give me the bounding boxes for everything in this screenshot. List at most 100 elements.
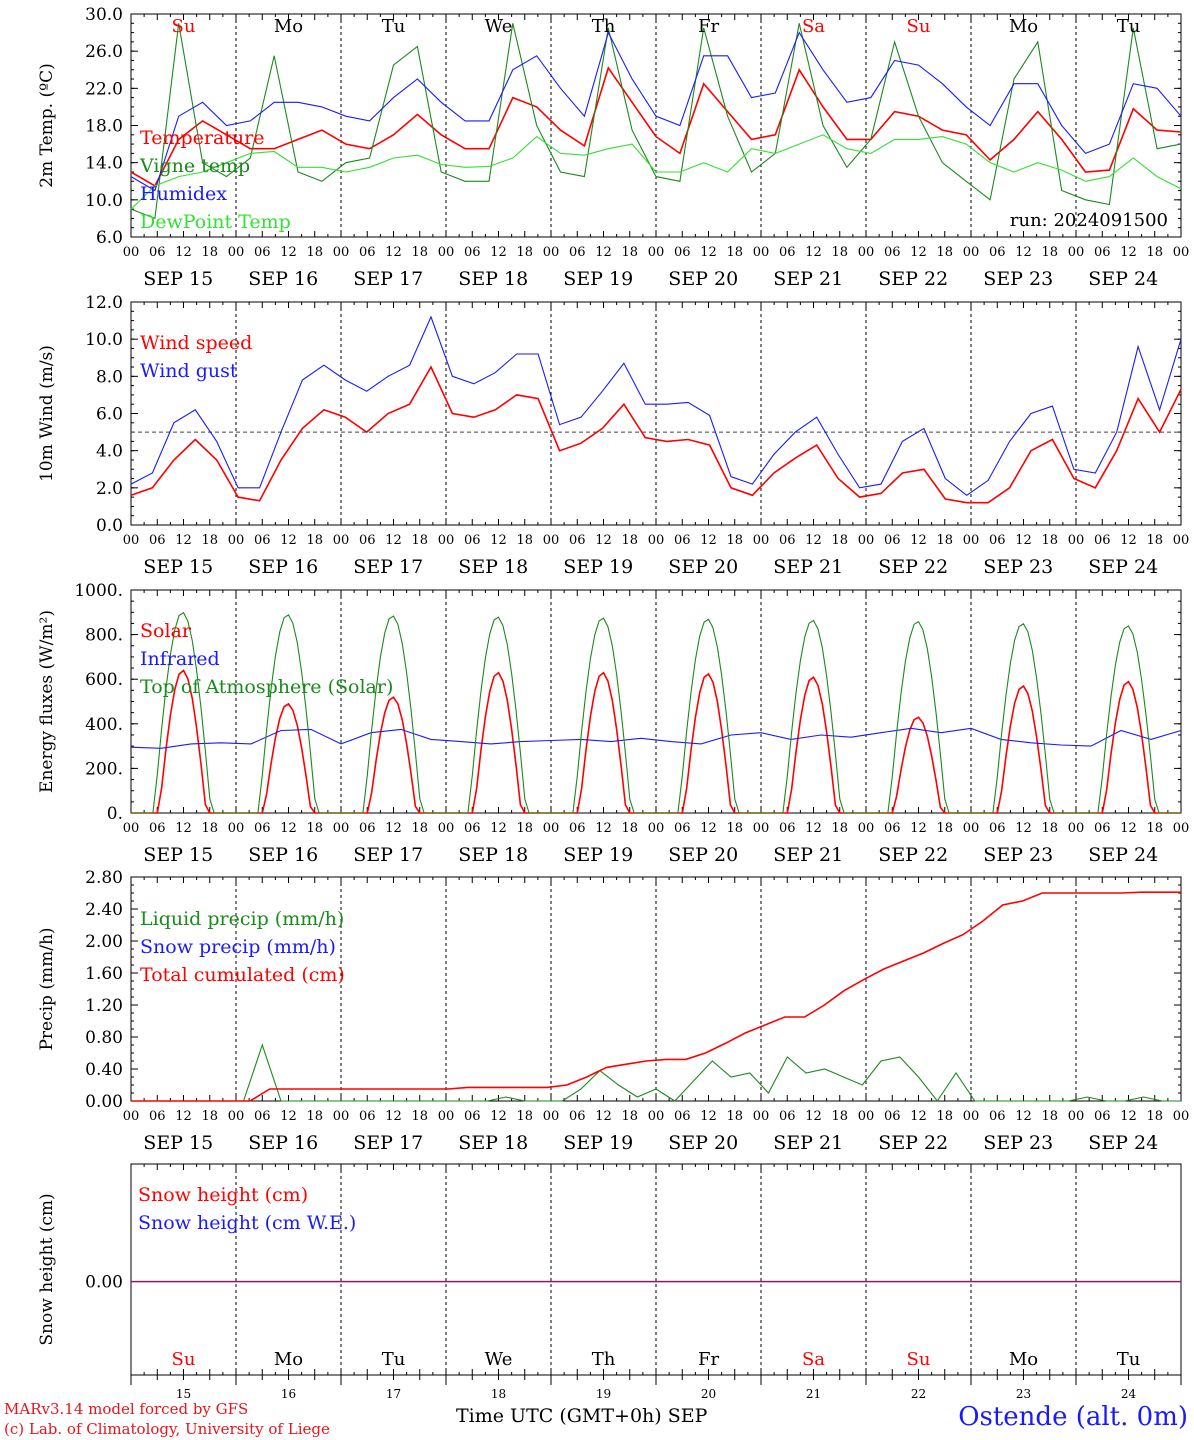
hour-tick-label: 00 <box>963 1109 980 1124</box>
hour-tick-label: 00 <box>1068 1109 1085 1124</box>
y-tick-label: 200. <box>85 759 123 779</box>
legend-entry: Snow height (cm) <box>138 1184 308 1206</box>
date-label: SEP 20 <box>668 556 738 578</box>
day-name-label: Mo <box>274 16 303 37</box>
y-axis-label: 2m Temp. (ºC) <box>37 63 57 188</box>
series-line <box>130 31 1182 192</box>
date-label: SEP 24 <box>1088 1132 1158 1154</box>
y-axis-label: 10m Wind (m/s) <box>37 345 57 482</box>
hour-tick-label: 18 <box>831 533 848 548</box>
date-label: SEP 24 <box>1088 268 1158 290</box>
y-tick-label: 6.0 <box>96 405 123 425</box>
series-line <box>130 365 1182 504</box>
hour-tick-label: 06 <box>149 821 166 836</box>
hour-tick-label: 06 <box>884 533 901 548</box>
hour-tick-label: 18 <box>306 821 323 836</box>
date-label: SEP 21 <box>773 268 843 290</box>
hour-tick-label: 06 <box>779 245 796 260</box>
hour-tick-label: 06 <box>674 533 691 548</box>
hour-tick-label: 00 <box>648 533 665 548</box>
hour-tick-label: 18 <box>1146 245 1163 260</box>
y-tick-label: 1000. <box>74 581 123 601</box>
date-label: SEP 19 <box>563 556 633 578</box>
hour-tick-label: 00 <box>228 821 245 836</box>
y-tick-label: 0.0 <box>96 516 123 536</box>
y-tick-label: 10.0 <box>85 191 123 211</box>
date-label: SEP 17 <box>353 1132 423 1154</box>
y-tick-label: 0. <box>107 804 123 824</box>
y-tick-label: 30.0 <box>85 5 123 25</box>
hour-tick-label: 18 <box>936 1109 953 1124</box>
day-name-label: Mo <box>274 1349 303 1370</box>
hour-tick-label: 00 <box>543 533 560 548</box>
hour-tick-label: 12 <box>385 821 402 836</box>
hour-tick-label: 12 <box>490 821 507 836</box>
hour-tick-label: 18 <box>936 245 953 260</box>
y-axis-label: Precip (mm/h) <box>37 927 57 1050</box>
hour-tick-label: 12 <box>280 245 297 260</box>
day-name-label: Mo <box>1009 16 1038 37</box>
day-name-label: Sa <box>802 1349 825 1370</box>
hour-tick-label: 18 <box>621 1109 638 1124</box>
y-tick-label: 22.0 <box>85 79 123 99</box>
hour-tick-label: 12 <box>805 245 822 260</box>
date-label: SEP 23 <box>983 1132 1053 1154</box>
hour-tick-label: 00 <box>228 533 245 548</box>
hour-tick-label: 18 <box>516 821 533 836</box>
hour-tick-label: 12 <box>175 245 192 260</box>
hour-tick-label: 00 <box>1068 245 1085 260</box>
hour-tick-label: 12 <box>910 1109 927 1124</box>
date-label: SEP 23 <box>983 844 1053 866</box>
hour-tick-label: 06 <box>569 533 586 548</box>
hour-tick-label: 00 <box>858 821 875 836</box>
hour-tick-label: 06 <box>149 245 166 260</box>
day-number-label: 23 <box>1016 1387 1031 1401</box>
hour-tick-label: 18 <box>726 1109 743 1124</box>
day-number-label: 15 <box>176 1387 191 1401</box>
y-tick-label: 800. <box>85 626 123 646</box>
date-label: SEP 15 <box>143 844 213 866</box>
hour-tick-label: 12 <box>1015 1109 1032 1124</box>
date-label: SEP 15 <box>143 1132 213 1154</box>
hour-tick-label: 18 <box>831 1109 848 1124</box>
day-name-label: Th <box>592 16 616 37</box>
hour-tick-label: 12 <box>1120 1109 1137 1124</box>
legend-entry: DewPoint Temp <box>140 211 291 233</box>
hour-tick-label: 12 <box>280 1109 297 1124</box>
legend-entry: Total cumulated (cm) <box>140 964 345 986</box>
date-label: SEP 19 <box>563 844 633 866</box>
y-tick-label: 2.40 <box>85 900 123 920</box>
date-label: SEP 23 <box>983 556 1053 578</box>
hour-tick-label: 18 <box>726 821 743 836</box>
date-label: SEP 16 <box>248 1132 318 1154</box>
hour-tick-label: 18 <box>726 245 743 260</box>
hour-tick-label: 00 <box>438 821 455 836</box>
day-name-label: Fr <box>698 1349 719 1370</box>
day-number-label: 20 <box>701 1387 716 1401</box>
y-axis-label: Snow height (cm) <box>37 1193 57 1345</box>
date-label: SEP 22 <box>878 1132 948 1154</box>
hour-tick-label: 00 <box>753 821 770 836</box>
date-label: SEP 18 <box>458 1132 528 1154</box>
hour-tick-label: 12 <box>595 1109 612 1124</box>
hour-tick-label: 06 <box>1094 245 1111 260</box>
hour-tick-label: 00 <box>1173 1109 1190 1124</box>
hour-tick-label: 12 <box>1120 821 1137 836</box>
hour-tick-label: 12 <box>595 533 612 548</box>
hour-tick-label: 18 <box>1041 1109 1058 1124</box>
hour-tick-label: 00 <box>753 1109 770 1124</box>
y-tick-label: 12.0 <box>85 293 123 313</box>
hour-tick-label: 00 <box>753 245 770 260</box>
hour-tick-label: 18 <box>1146 821 1163 836</box>
hour-tick-label: 00 <box>438 245 455 260</box>
date-label: SEP 18 <box>458 268 528 290</box>
hour-tick-label: 18 <box>1041 821 1058 836</box>
hour-tick-label: 18 <box>621 533 638 548</box>
date-label: SEP 17 <box>353 556 423 578</box>
date-label: SEP 17 <box>353 268 423 290</box>
series-line <box>131 611 1181 814</box>
hour-tick-label: 12 <box>910 245 927 260</box>
y-tick-label: 2.00 <box>85 932 123 952</box>
legend-entry: Infrared <box>140 648 220 670</box>
y-tick-label: 18.0 <box>85 117 123 137</box>
